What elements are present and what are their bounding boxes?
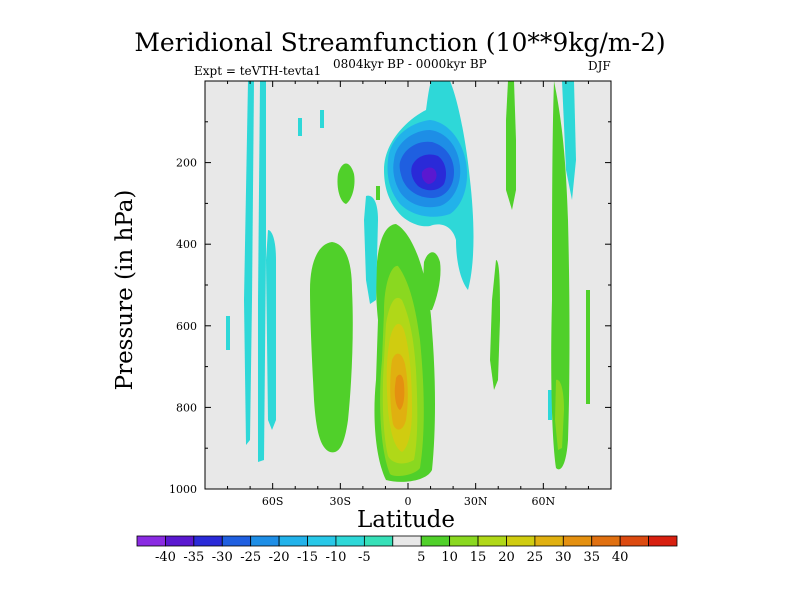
y-tick-label: 800	[176, 401, 197, 414]
contour-band-mid-left	[337, 163, 355, 204]
colorbar-swatch	[619, 535, 649, 547]
colorbar-swatch	[307, 535, 337, 547]
subtitle-season: DJF	[588, 59, 611, 73]
colorbar-swatch	[506, 535, 536, 547]
colorbar-label: -20	[269, 550, 290, 565]
colorbar-label: -15	[297, 550, 318, 565]
colorbar-label: 20	[498, 550, 515, 565]
colorbar-swatch	[477, 535, 507, 547]
colorbar-label: -40	[155, 550, 176, 565]
colorbar-swatch	[363, 535, 394, 547]
colorbar-label: 30	[555, 550, 572, 565]
colorbar-swatch	[165, 535, 195, 547]
y-tick-label: 1000	[169, 483, 197, 496]
colorbar-label: -30	[212, 550, 233, 565]
colorbar-label: 5	[417, 550, 425, 565]
colorbar-label: 25	[527, 550, 544, 565]
x-tick-label: 60S	[262, 495, 284, 508]
contour-strand-5	[548, 390, 552, 420]
colorbar-label: -5	[358, 550, 371, 565]
contour-strand-1	[244, 81, 254, 445]
x-tick-label: 30S	[330, 495, 352, 508]
x-tick-label: 60N	[532, 495, 556, 508]
colorbar-swatch	[562, 535, 593, 547]
colorbar-swatch	[193, 535, 223, 547]
subtitle-experiment: Expt = teVTH-tevta1	[194, 64, 322, 78]
colorbar: -40 -35 -30 -25 -20 -15 -10 -5 5 10 15 20 25 30 35 40	[136, 535, 678, 565]
x-tick-label: 30N	[464, 495, 488, 508]
contour-band-right	[506, 81, 516, 210]
colorbar-label: -25	[240, 550, 261, 565]
colorbar-swatch	[591, 535, 621, 547]
contour-strand-8	[320, 110, 324, 128]
contour-band-right-2	[490, 260, 500, 390]
contour-strand-2	[258, 81, 266, 462]
colorbar-swatch	[136, 535, 166, 547]
colorbar-label: 40	[612, 550, 629, 565]
chart-title: Meridional Streamfunction (10**9kg/m-2)	[134, 28, 666, 57]
colorbar-label: -35	[183, 550, 204, 565]
colorbar-label: -10	[325, 550, 346, 565]
contour-strand-4	[364, 195, 378, 304]
colorbar-label: 35	[583, 550, 600, 565]
contour-band-small	[376, 186, 380, 200]
y-tick-label: 200	[176, 157, 197, 170]
y-axis: 200 400 600 800 1000	[169, 121, 611, 496]
colorbar-swatch	[420, 535, 451, 547]
x-axis: 60S 30S 0 30N 60N	[227, 81, 589, 508]
contour-fill-layer	[226, 81, 590, 482]
contour-strand-6	[226, 316, 230, 350]
colorbar-label: 15	[470, 550, 487, 565]
colorbar-swatch	[392, 535, 422, 547]
colorbar-swatch	[250, 535, 280, 547]
x-tick-label: 0	[405, 495, 412, 508]
contour-band-center	[423, 252, 441, 311]
y-tick-label: 600	[176, 320, 197, 333]
contour-negative-30	[421, 167, 437, 184]
colorbar-swatch	[278, 535, 308, 547]
contour-band-left	[310, 242, 353, 453]
colorbar-label: 10	[441, 550, 458, 565]
contour-strand-7	[298, 118, 302, 136]
contour-band-edge	[586, 290, 590, 404]
contour-band-far-right-inner	[562, 81, 576, 200]
colorbar-swatch	[648, 535, 678, 547]
contour-band-far-right-2	[555, 379, 564, 450]
subtitle-period: 0804kyr BP - 0000kyr BP	[333, 57, 487, 71]
contour-strand-3	[266, 230, 276, 430]
contour-band-far-right	[551, 81, 570, 470]
colorbar-swatch	[221, 535, 252, 547]
colorbar-swatch	[449, 535, 479, 547]
y-tick-label: 400	[176, 238, 197, 251]
contour-positive-30	[394, 374, 405, 410]
colorbar-swatch	[534, 535, 564, 547]
x-axis-label: Latitude	[357, 507, 455, 533]
colorbar-swatch	[335, 535, 365, 547]
